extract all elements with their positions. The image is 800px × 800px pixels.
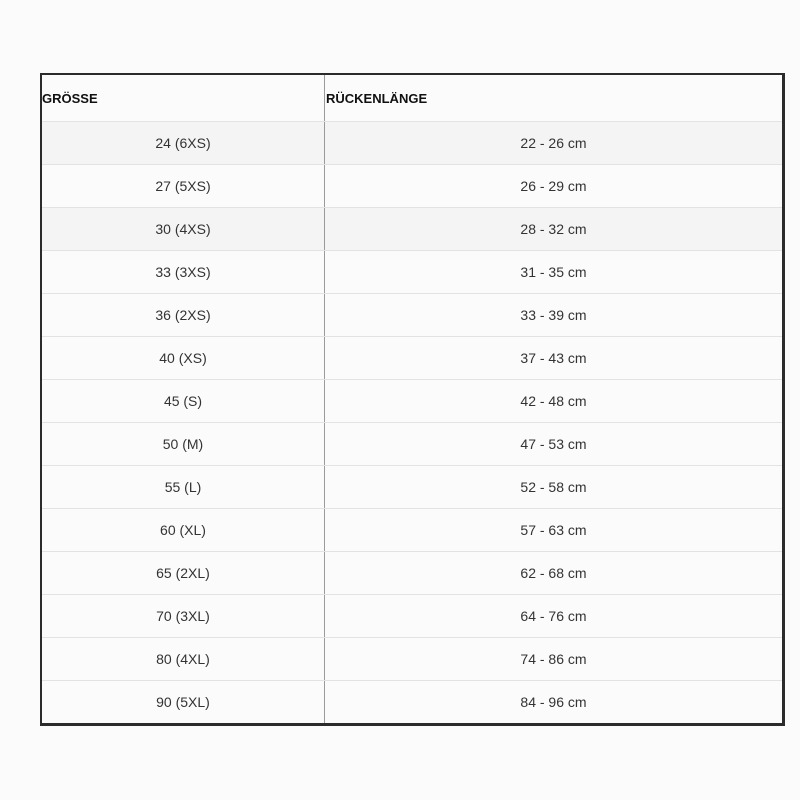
back-length-cell: 37 - 43 cm (520, 350, 587, 366)
back-length-cell: 57 - 63 cm (520, 522, 587, 538)
size-cell: 90 (5XL) (42, 681, 325, 723)
table-header-row: GRÖSSE RÜCKENLÄNGE (42, 75, 782, 121)
size-cell: 60 (XL) (42, 509, 325, 551)
back-length-cell: 28 - 32 cm (520, 221, 587, 237)
size-cell: 27 (5XS) (42, 165, 325, 207)
size-cell: 30 (4XS) (42, 208, 325, 250)
back-length-cell: 22 - 26 cm (520, 135, 587, 151)
table-row: 50 (M) 47 - 53 cm (42, 422, 782, 465)
size-cell: 45 (S) (42, 380, 325, 422)
table-row: 27 (5XS) 26 - 29 cm (42, 164, 782, 207)
back-length-cell: 52 - 58 cm (520, 479, 587, 495)
table-body: 24 (6XS) 22 - 26 cm 27 (5XS) 26 - 29 cm 30 (… (42, 121, 782, 723)
size-cell: 65 (2XL) (42, 552, 325, 594)
back-length-cell: 74 - 86 cm (520, 651, 587, 667)
table-row: 33 (3XS) 31 - 35 cm (42, 250, 782, 293)
size-cell: 55 (L) (42, 466, 325, 508)
back-length-cell: 33 - 39 cm (520, 307, 587, 323)
size-table: GRÖSSE RÜCKENLÄNGE 24 (6XS) 22 - 26 cm 27 … (40, 73, 785, 726)
size-cell: 36 (2XS) (42, 294, 325, 336)
back-length-cell: 31 - 35 cm (520, 264, 587, 280)
table-row: 30 (4XS) 28 - 32 cm (42, 207, 782, 250)
header-size: GRÖSSE (42, 75, 325, 121)
table-row: 36 (2XS) 33 - 39 cm (42, 293, 782, 336)
back-length-cell: 84 - 96 cm (520, 694, 587, 710)
size-cell: 70 (3XL) (42, 595, 325, 637)
size-cell: 40 (XS) (42, 337, 325, 379)
table-row: 55 (L) 52 - 58 cm (42, 465, 782, 508)
table-row: 45 (S) 42 - 48 cm (42, 379, 782, 422)
table-row: 80 (4XL) 74 - 86 cm (42, 637, 782, 680)
back-length-cell: 62 - 68 cm (520, 565, 587, 581)
table-row: 90 (5XL) 84 - 96 cm (42, 680, 782, 723)
table-row: 40 (XS) 37 - 43 cm (42, 336, 782, 379)
back-length-cell: 64 - 76 cm (520, 608, 587, 624)
size-cell: 80 (4XL) (42, 638, 325, 680)
size-cell: 24 (6XS) (42, 122, 325, 164)
table-row: 70 (3XL) 64 - 76 cm (42, 594, 782, 637)
back-length-cell: 42 - 48 cm (520, 393, 587, 409)
header-back-length: RÜCKENLÄNGE (326, 90, 428, 106)
table-row: 65 (2XL) 62 - 68 cm (42, 551, 782, 594)
back-length-cell: 47 - 53 cm (520, 436, 587, 452)
table-row: 24 (6XS) 22 - 26 cm (42, 121, 782, 164)
table-row: 60 (XL) 57 - 63 cm (42, 508, 782, 551)
size-cell: 50 (M) (42, 423, 325, 465)
back-length-cell: 26 - 29 cm (520, 178, 587, 194)
size-cell: 33 (3XS) (42, 251, 325, 293)
